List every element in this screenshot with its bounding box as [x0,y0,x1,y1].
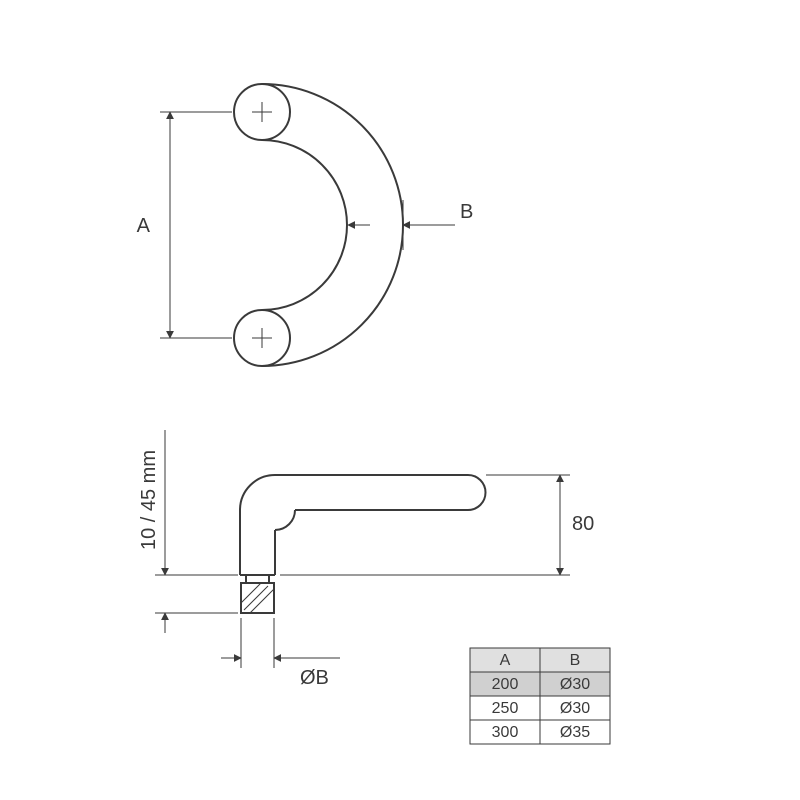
dim-diab-label: ØB [300,667,329,689]
table-header-a: A [500,652,511,669]
dim-80-label: 80 [572,513,594,535]
drawing-canvas: A B 80 [0,0,800,800]
dim-b-label: B [460,201,473,223]
table-cell: Ø30 [560,700,590,717]
dim-1045-label: 10 / 45 mm [138,450,160,550]
table-cell: 300 [492,724,519,741]
top-view: A B [137,84,474,366]
table-cell: Ø30 [560,676,590,693]
table-header-b: B [570,652,581,669]
table-cell: Ø35 [560,724,590,741]
table-cell: 250 [492,700,519,717]
dim-a-label: A [137,215,151,237]
table-cell: 200 [492,676,519,693]
dimension-table: A B 200 Ø30 250 Ø30 300 Ø35 [470,648,610,744]
